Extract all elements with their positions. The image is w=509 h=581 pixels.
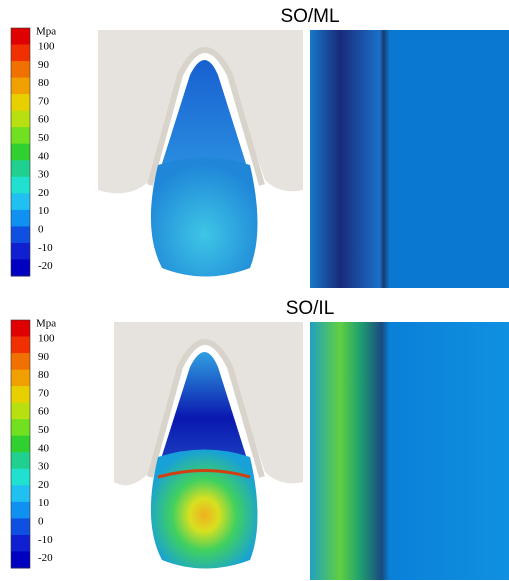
colorbar-segment [11,370,30,387]
detail-image [310,30,509,288]
colorbar-label: -10 [38,534,53,546]
colorbar-unit: Mpa [36,318,56,330]
colorbar-segment [11,518,30,535]
panel-title: SO/IL [286,298,335,319]
colorbar-label: 30 [38,461,50,473]
colorbar-label: 50 [38,424,50,436]
colorbar-segment [11,177,30,194]
colorbar-segment [11,78,30,95]
colorbar-segment [11,28,30,45]
colorbar-label: 100 [38,41,55,53]
crown [151,450,258,569]
colorbar-label: -20 [38,552,53,564]
colorbar-segment [11,502,30,519]
figure: SO/MLMpa1009080706050403020100-10-20 SO/… [0,0,509,581]
colorbar-segment [11,403,30,420]
colorbar-label: -20 [38,260,53,272]
colorbar-segment [11,469,30,486]
colorbar-label: -10 [38,242,53,254]
colorbar-label: 90 [38,59,50,71]
colorbar-label: 60 [38,114,50,126]
colorbar-segment [11,144,30,161]
colorbar-segment [11,160,30,177]
colorbar-segment [11,61,30,78]
colorbar-label: 0 [38,224,44,236]
colorbar-segment [11,419,30,436]
colorbar-segment [11,111,30,128]
colorbar-segment [11,193,30,210]
colorbar-segment [11,243,30,260]
colorbar-label: 70 [38,95,50,107]
colorbar-segment [11,45,30,62]
colorbar-segment [11,535,30,552]
colorbar-label: 10 [38,497,50,509]
colorbar-segment [11,226,30,243]
colorbar-segment [11,127,30,144]
colorbar-segment [11,353,30,370]
colorbar-label: 40 [38,150,50,162]
detail-image [310,322,509,580]
colorbar-label: 90 [38,351,50,363]
colorbar-segment [11,452,30,469]
colorbar-segment [11,337,30,354]
colorbar-label: 80 [38,369,50,381]
colorbar-segment [11,551,30,568]
colorbar-segment [11,485,30,502]
colorbar-label: 0 [38,516,44,528]
colorbar-label: 80 [38,77,50,89]
colorbar-unit: Mpa [36,26,56,38]
colorbar-segment [11,320,30,337]
colorbar-segment [11,94,30,111]
colorbar-label: 100 [38,333,55,345]
colorbar-segment [11,259,30,276]
colorbar-label: 30 [38,169,50,181]
colorbar-label: 10 [38,205,50,217]
colorbar-segment [11,436,30,453]
crown [151,158,258,277]
panel-title: SO/ML [280,6,339,27]
colorbar-label: 50 [38,132,50,144]
colorbar-label: 40 [38,442,50,454]
colorbar-label: 20 [38,479,50,491]
colorbar-label: 20 [38,187,50,199]
colorbar-segment [11,210,30,227]
colorbar-segment [11,386,30,403]
colorbar-label: 60 [38,406,50,418]
colorbar-label: 70 [38,387,50,399]
